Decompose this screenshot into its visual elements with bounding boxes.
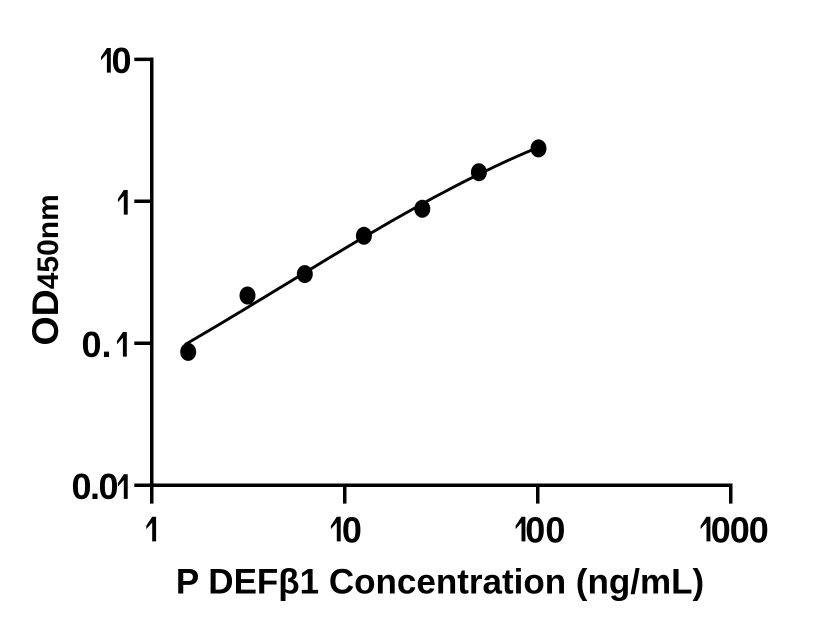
svg-text:0.: 0. [82,324,112,365]
svg-text:0.0: 0.0 [72,466,119,507]
svg-text:P DEFβ1 Concentration (ng/mL): P DEFβ1 Concentration (ng/mL) [176,562,704,601]
svg-text:0: 0 [342,509,362,550]
svg-text:00: 00 [525,509,565,550]
svg-text:000: 000 [711,509,769,550]
svg-text:0: 0 [112,40,132,81]
